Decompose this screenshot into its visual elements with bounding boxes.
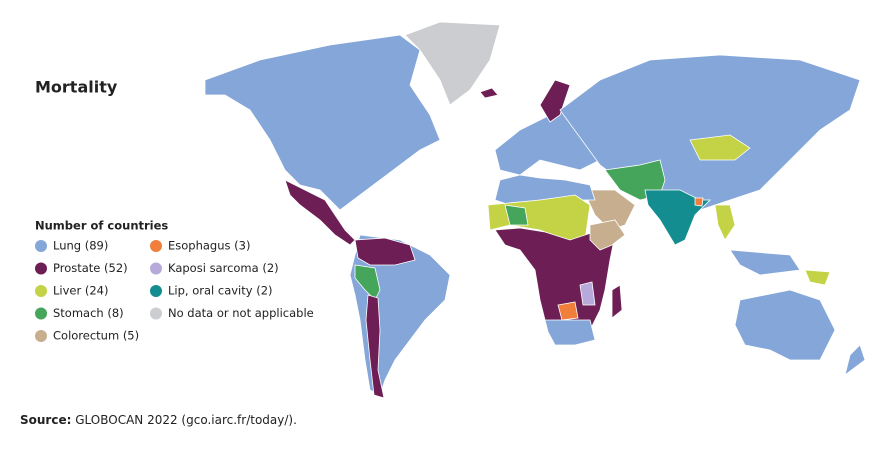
legend-swatch xyxy=(150,307,162,320)
legend-swatch xyxy=(35,330,47,342)
malawi xyxy=(579,281,596,306)
legend-swatch xyxy=(35,307,47,320)
legend-swatch xyxy=(150,240,162,252)
legend-label: Lip, oral cavity (2) xyxy=(168,284,273,298)
scandinavia xyxy=(539,79,571,123)
papua xyxy=(804,269,831,286)
southeast-asia xyxy=(729,249,801,276)
greenland xyxy=(404,21,501,106)
australia xyxy=(734,289,836,361)
legend-label: Esophagus (3) xyxy=(168,239,250,253)
legend-label: Lung (89) xyxy=(53,239,108,253)
mongolia xyxy=(689,134,751,161)
central-america xyxy=(284,179,356,246)
legend-swatch xyxy=(35,285,47,297)
legend-label: Kaposi sarcoma (2) xyxy=(168,261,279,275)
legend-label: Colorectum (5) xyxy=(53,329,139,343)
legend: Lung (89) Prostate (52) Liver (24) Stomach … xyxy=(35,239,314,343)
chile xyxy=(365,294,385,399)
map-title: Mortality xyxy=(35,78,118,97)
legend-label: No data or not applicable xyxy=(168,306,314,320)
legend-swatch xyxy=(35,240,47,252)
iceland xyxy=(479,87,499,99)
west-africa xyxy=(504,204,529,226)
central-africa xyxy=(494,227,616,336)
madagascar xyxy=(611,284,623,319)
source: Source: GLOBOCAN 2022 (gco.iarc.fr/today… xyxy=(20,413,297,427)
india xyxy=(644,189,711,246)
southern-africa xyxy=(544,319,596,346)
legend-label: Liver (24) xyxy=(53,284,108,298)
bangladesh xyxy=(694,197,704,207)
source-text: GLOBOCAN 2022 (gco.iarc.fr/today/). xyxy=(75,413,297,427)
north-america xyxy=(204,34,441,211)
legend-title: Number of countries xyxy=(35,219,168,233)
south-america-north xyxy=(354,237,416,266)
source-label: Source: xyxy=(20,413,71,427)
zimbabwe xyxy=(557,301,579,321)
legend-swatch xyxy=(150,262,162,275)
new-zealand xyxy=(844,344,866,376)
legend-label: Stomach (8) xyxy=(53,306,124,320)
legend-swatch xyxy=(150,285,162,297)
legend-label: Prostate (52) xyxy=(53,261,128,275)
world-map xyxy=(204,21,866,399)
thailand xyxy=(714,204,736,241)
asia xyxy=(559,54,861,211)
horn-of-africa xyxy=(589,219,626,251)
legend-swatch xyxy=(35,262,47,275)
